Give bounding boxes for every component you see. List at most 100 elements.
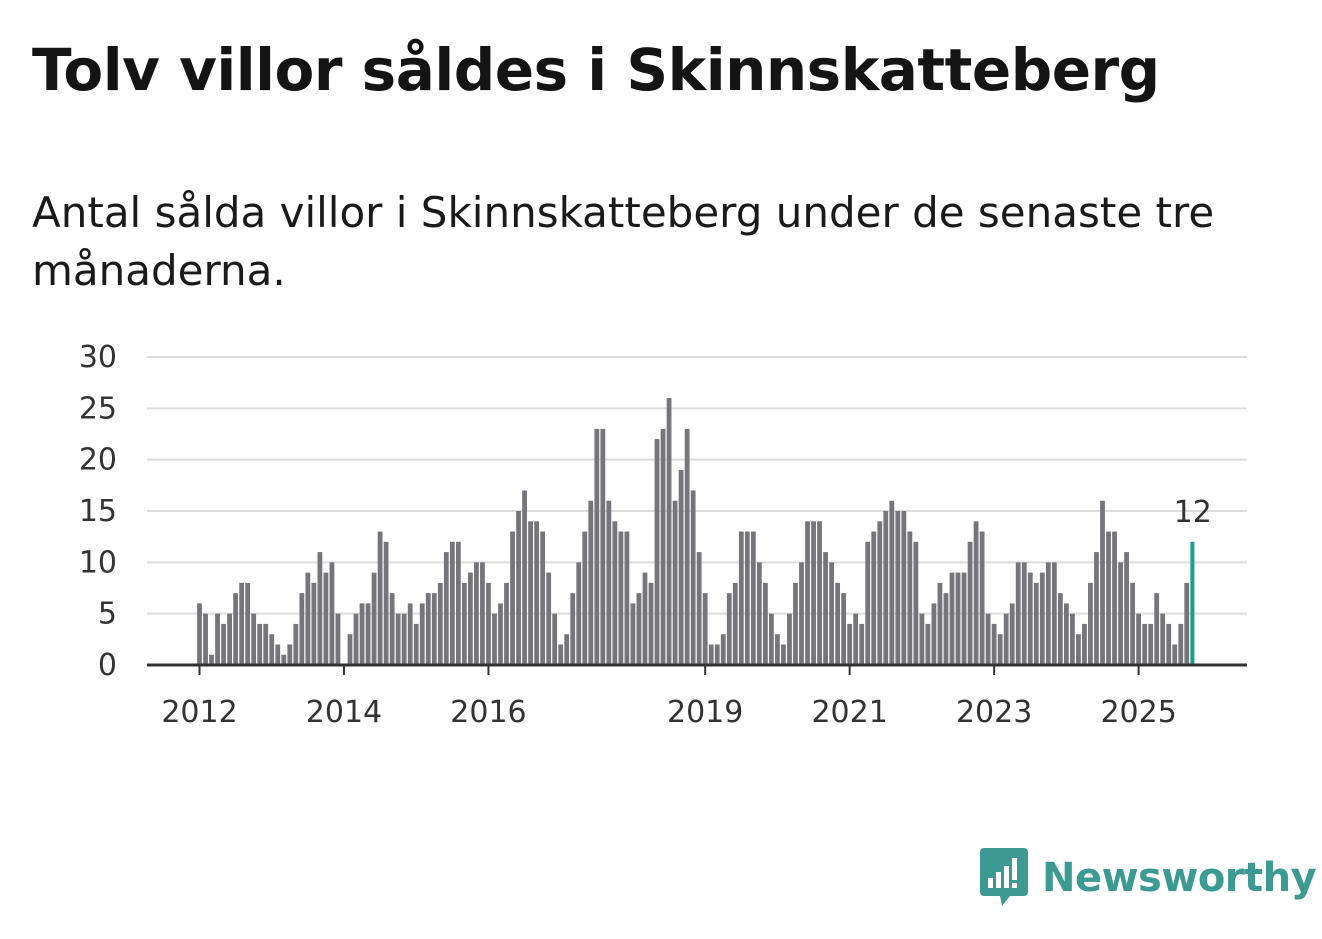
bar [660,428,666,665]
bar [925,623,931,665]
bar [787,613,792,665]
bar [883,511,889,665]
bar [1178,623,1184,665]
bar [696,552,702,665]
bar [413,623,419,665]
bar [570,593,576,665]
bar [781,644,786,665]
bar [955,572,961,665]
bar [1015,562,1021,665]
bar [889,500,895,665]
bar [461,582,467,665]
bar [702,593,708,665]
bar [1160,613,1166,665]
bar [1142,623,1148,665]
bar [961,572,967,665]
bar [486,582,491,665]
bar [943,593,949,665]
bar [558,644,564,665]
bar [1106,531,1111,665]
bar [841,593,847,665]
bar [666,398,672,665]
bar [937,582,943,665]
bar [949,572,955,665]
bar [275,644,281,665]
bar [287,644,293,665]
bar [1094,552,1099,665]
bar [443,552,449,665]
bar [437,582,443,665]
bar [726,593,732,665]
newsworthy-logo-icon [980,848,1028,906]
bar [377,531,383,665]
y-axis-labels: 0 5 10 15 20 25 30 [79,340,117,683]
bar [455,541,461,665]
bar [1039,572,1045,665]
bar [534,521,540,665]
brand-name: Newsworthy [1042,855,1317,901]
bar [582,531,588,665]
bar [449,541,455,665]
bar [383,541,389,665]
bar [979,531,985,665]
bar [1154,593,1160,665]
bar [317,552,323,665]
bars: 12 [197,398,1212,665]
bar [221,623,226,665]
bar-highlight [1190,541,1195,665]
bar [1057,593,1063,665]
bar [738,531,744,665]
bar [552,613,558,665]
bar [209,654,214,665]
bar [799,562,804,665]
bar [714,644,720,665]
bar [913,541,919,665]
y-tick-label: 10 [79,545,117,580]
bar [865,541,871,665]
bar [1021,562,1027,665]
bar [1148,623,1154,665]
x-tick-label: 2023 [956,695,1032,730]
x-tick-label: 2019 [667,695,743,730]
bar [353,613,359,665]
bar [546,572,552,665]
bar [1063,603,1069,665]
bar [678,469,684,665]
y-tick-label: 20 [79,443,117,478]
bar [1172,644,1178,665]
bar [197,603,202,665]
bar [468,572,473,665]
bar [859,623,865,665]
bar [540,531,546,665]
bar [744,531,750,665]
bar [371,572,377,665]
bar [847,623,853,665]
bar [973,521,979,665]
x-tick-label: 2016 [450,695,526,730]
bar [636,593,642,665]
bar [257,623,263,665]
bar [335,613,341,665]
bar [299,593,305,665]
bar [395,613,401,665]
bar [1051,562,1057,665]
bar [750,531,756,665]
highlight-value-label: 12 [1174,495,1212,530]
bar [480,562,485,665]
y-tick-label: 25 [79,391,117,426]
y-tick-label: 0 [98,648,117,683]
x-axis: 2012 2014 2016 2019 2021 2023 2025 [147,663,1247,730]
bar [1045,562,1051,665]
y-tick-label: 5 [98,597,117,632]
bar [769,613,774,665]
bar [576,562,582,665]
bar [606,500,612,665]
bar [1082,623,1087,665]
bar [654,439,660,665]
bar [1003,613,1009,665]
bar [492,613,497,665]
bar [594,428,600,665]
bar [967,541,973,665]
brand: Newsworthy [980,848,1317,908]
